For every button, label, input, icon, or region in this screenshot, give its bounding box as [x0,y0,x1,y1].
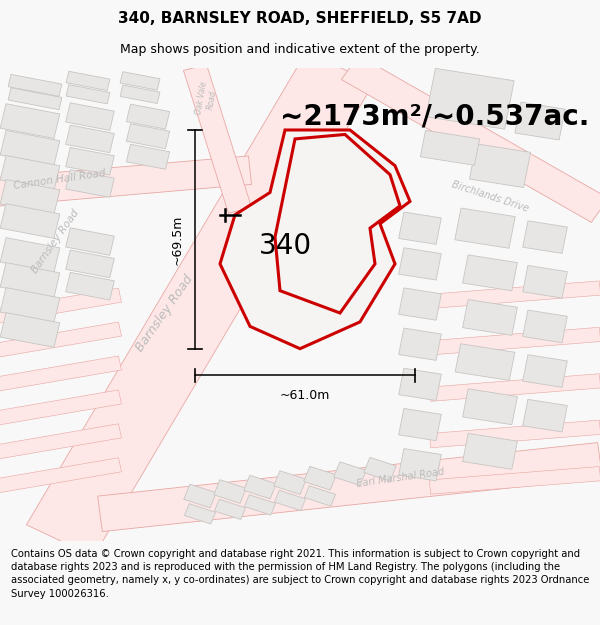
Polygon shape [0,104,60,138]
Polygon shape [304,486,335,506]
Polygon shape [66,228,114,256]
Polygon shape [66,103,114,131]
Polygon shape [98,442,600,532]
Polygon shape [523,355,568,388]
Polygon shape [120,85,160,104]
Text: Cannon Hall Road: Cannon Hall Road [13,168,107,191]
Polygon shape [0,288,60,322]
Polygon shape [398,212,442,244]
Polygon shape [398,449,442,481]
Polygon shape [429,328,600,355]
Polygon shape [0,204,60,238]
Polygon shape [66,125,114,152]
Polygon shape [127,124,170,149]
Polygon shape [66,148,114,175]
Text: 340: 340 [259,232,311,260]
Text: Contains OS data © Crown copyright and database right 2021. This information is : Contains OS data © Crown copyright and d… [11,549,589,599]
Polygon shape [421,131,479,165]
Polygon shape [523,399,568,432]
Polygon shape [120,72,160,90]
Polygon shape [184,64,251,213]
Polygon shape [469,144,530,188]
Polygon shape [274,490,305,511]
Polygon shape [341,56,600,222]
Polygon shape [0,238,60,272]
Polygon shape [0,424,122,460]
Polygon shape [0,356,122,392]
Polygon shape [66,272,114,300]
Polygon shape [429,420,600,447]
Polygon shape [364,458,396,481]
Polygon shape [0,131,60,165]
Polygon shape [127,144,170,169]
Polygon shape [463,255,517,291]
Polygon shape [127,104,170,129]
Polygon shape [220,130,410,349]
Polygon shape [66,85,110,104]
Polygon shape [0,156,60,190]
Text: Birchlands Drive: Birchlands Drive [450,180,530,214]
Polygon shape [244,495,275,515]
Polygon shape [523,310,568,342]
Polygon shape [398,328,442,361]
Polygon shape [0,156,251,207]
Text: ~69.5m: ~69.5m [170,214,184,264]
Polygon shape [0,262,60,298]
Text: Oak Vale
Road: Oak Vale Road [194,81,220,117]
Text: Barnsley Road: Barnsley Road [134,272,196,354]
Text: ~61.0m: ~61.0m [280,389,330,402]
Polygon shape [0,390,122,426]
Polygon shape [184,504,215,524]
Polygon shape [463,433,517,469]
Polygon shape [274,471,306,494]
Polygon shape [0,179,60,214]
Polygon shape [515,102,565,140]
Polygon shape [304,466,336,490]
Polygon shape [0,458,122,494]
Polygon shape [0,322,122,358]
Polygon shape [523,221,568,253]
Polygon shape [244,475,276,499]
Polygon shape [334,462,366,486]
Polygon shape [66,71,110,91]
Polygon shape [8,74,62,96]
Text: Barnsley Road: Barnsley Road [29,208,80,275]
Polygon shape [214,480,246,503]
Polygon shape [455,208,515,248]
Text: Map shows position and indicative extent of the property.: Map shows position and indicative extent… [120,44,480,56]
Polygon shape [0,312,60,348]
Polygon shape [398,288,442,320]
Polygon shape [429,466,600,494]
Polygon shape [429,374,600,401]
Polygon shape [66,250,114,278]
Polygon shape [184,484,216,508]
Polygon shape [398,368,442,401]
Polygon shape [0,288,122,324]
Polygon shape [26,52,374,556]
Polygon shape [398,248,442,280]
Polygon shape [429,281,600,309]
Polygon shape [523,266,568,298]
Polygon shape [463,389,517,424]
Polygon shape [66,170,114,198]
Polygon shape [463,299,517,336]
Text: 340, BARNSLEY ROAD, SHEFFIELD, S5 7AD: 340, BARNSLEY ROAD, SHEFFIELD, S5 7AD [118,11,482,26]
Polygon shape [398,409,442,441]
Polygon shape [8,88,62,109]
Polygon shape [455,344,515,381]
Polygon shape [214,499,245,519]
Polygon shape [426,68,514,129]
Text: ~2173m²/~0.537ac.: ~2173m²/~0.537ac. [280,102,589,131]
Text: Earl Marshal Road: Earl Marshal Road [355,467,445,489]
